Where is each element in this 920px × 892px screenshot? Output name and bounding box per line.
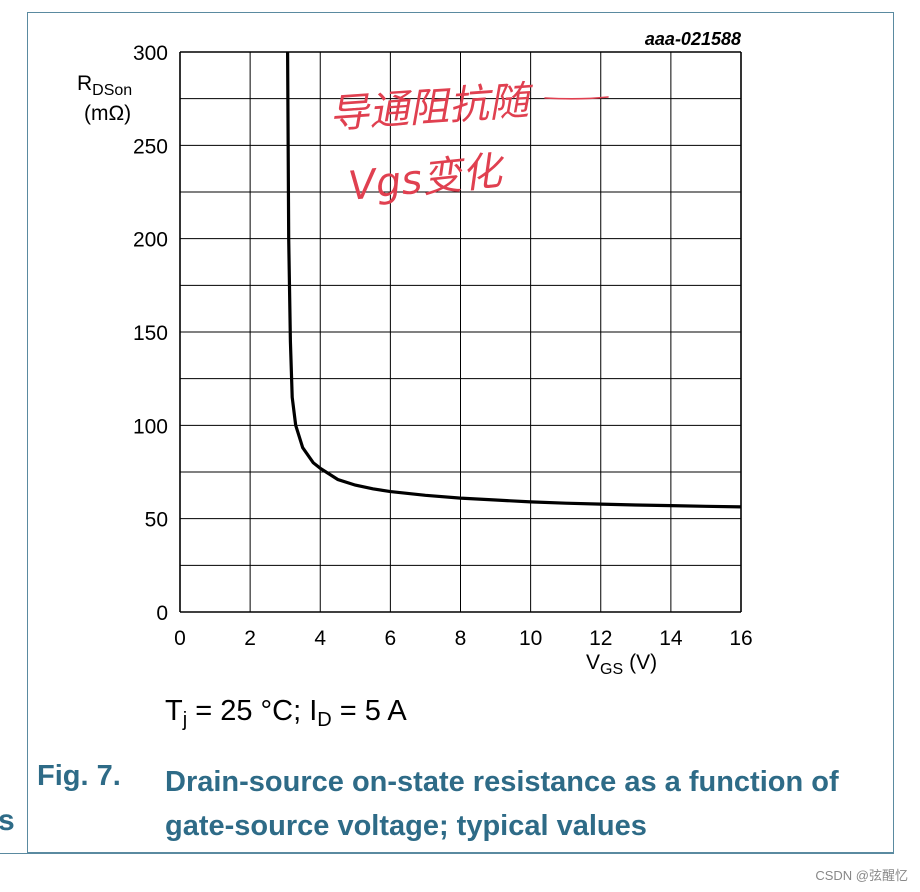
tick-labels: 0 2 4 6 8 10 12 14 16 0 50 100 150 200 250 300 bbox=[133, 42, 753, 650]
rdson-curve bbox=[286, 51, 742, 509]
frame-bottom-line bbox=[0, 853, 894, 854]
x-tick-label: 0 bbox=[174, 627, 186, 650]
handwritten-annotation: 导通阻抗随 Vgs变化 bbox=[327, 78, 609, 210]
figure-frame bbox=[27, 12, 894, 853]
x-tick-label: 8 bbox=[455, 627, 467, 650]
y-tick-label: 0 bbox=[156, 602, 168, 625]
y-axis-unit: (mΩ) bbox=[84, 102, 131, 125]
handwritten-note-line2: Vgs变化 bbox=[346, 148, 509, 210]
x-tick-label: 12 bbox=[589, 627, 612, 650]
cond-i-value: = 5 A bbox=[331, 695, 407, 727]
watermark: CSDN @弦醒忆 bbox=[815, 868, 908, 883]
figure-title: Drain-source on-state resistance as a fu… bbox=[165, 766, 839, 842]
figure-code: aaa-021588 bbox=[645, 29, 741, 49]
x-tick-label: 14 bbox=[659, 627, 683, 650]
x-tick-label: 10 bbox=[519, 627, 542, 650]
y-axis-label: RDSon bbox=[77, 72, 132, 99]
y-tick-label: 200 bbox=[133, 229, 168, 252]
y-tick-label: 150 bbox=[133, 322, 168, 345]
x-axis-label-main: V bbox=[586, 651, 600, 674]
x-axis-label-unit: (V) bbox=[629, 651, 657, 674]
test-conditions: Tj = 25 °C; ID = 5 A bbox=[165, 695, 407, 732]
x-tick-label: 2 bbox=[244, 627, 256, 650]
figure-number: Fig. 7. bbox=[37, 760, 121, 792]
y-tick-label: 50 bbox=[145, 509, 168, 532]
y-tick-label: 250 bbox=[133, 135, 168, 158]
cut-off-text-fragment: s bbox=[0, 804, 15, 837]
y-tick-label: 300 bbox=[133, 42, 168, 65]
handwritten-note-line1: 导通阻抗随 bbox=[327, 78, 536, 138]
x-axis-label-sub: GS bbox=[600, 661, 623, 678]
cond-t: T bbox=[165, 695, 183, 727]
grid bbox=[179, 51, 742, 613]
cond-t-value: = 25 °C; I bbox=[187, 695, 318, 727]
cond-t-sub: j bbox=[182, 709, 188, 731]
x-tick-label: 6 bbox=[385, 627, 397, 650]
x-tick-label: 16 bbox=[729, 627, 752, 650]
y-axis-label-sub: DSon bbox=[92, 82, 132, 99]
handwritten-stroke bbox=[544, 96, 609, 100]
cond-i-sub: D bbox=[317, 709, 332, 731]
x-axis-label: VGS (V) bbox=[586, 651, 657, 678]
x-tick-label: 4 bbox=[314, 627, 326, 650]
y-tick-label: 100 bbox=[133, 415, 168, 438]
y-axis-label-main: R bbox=[77, 72, 92, 95]
